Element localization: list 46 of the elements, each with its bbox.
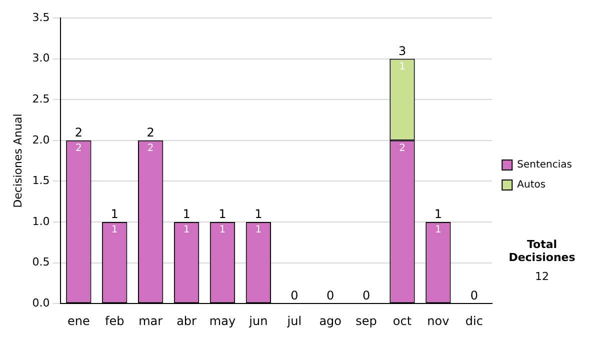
data-label: 1 (255, 224, 262, 236)
text: Total Decisiones (508, 238, 576, 264)
y-tick-label: 1.0 (32, 214, 50, 228)
legend-label: Autos (517, 180, 546, 191)
x-tick-label: ene (67, 314, 90, 328)
x-tick-label: jun (248, 314, 268, 328)
x-tick-label: sep (356, 314, 377, 328)
x-tick-label: nov (427, 314, 450, 328)
y-tick-label: 0.0 (32, 296, 50, 310)
total-label: 0 (362, 288, 370, 303)
y-tick-label: 2.0 (32, 133, 50, 146)
data-label: 1 (183, 224, 190, 236)
total-label: 1 (182, 207, 190, 222)
data-label: 2 (75, 142, 82, 154)
text: 12 (534, 270, 550, 283)
y-tick-label: 2.5 (32, 92, 50, 106)
y-axis-title: Decisiones Anual (11, 114, 24, 208)
x-tick-label: ago (319, 314, 342, 328)
total-label: 1 (434, 207, 442, 222)
total-label: 2 (146, 126, 154, 140)
y-tick-label: 0.5 (32, 256, 50, 269)
x-tick-label: dic (465, 314, 483, 328)
y-tick-label: 1.5 (32, 174, 50, 188)
total-label: 2 (74, 126, 82, 140)
data-label: 1 (435, 224, 442, 236)
x-tick-label: mar (138, 314, 163, 328)
data-label: 2 (147, 142, 154, 154)
x-tick-label: jul (286, 314, 302, 328)
total-label: 0 (290, 288, 298, 303)
total-label: 3 (398, 44, 406, 58)
total-label: 1 (254, 207, 262, 222)
total-label: 0 (470, 288, 478, 303)
total-label: 1 (110, 207, 118, 222)
data-label: 1 (111, 224, 118, 236)
y-tick-label: 3.0 (32, 52, 50, 65)
data-label: 1 (219, 224, 226, 236)
x-tick-label: feb (105, 314, 124, 328)
x-tick-label: oct (392, 314, 412, 328)
total-label: 0 (326, 288, 334, 303)
x-tick-label: abr (176, 314, 197, 328)
x-tick-label: may (209, 314, 236, 328)
y-tick-label: 3.5 (32, 10, 50, 24)
legend-label: Sentencias (517, 160, 572, 171)
data-label: 2 (399, 142, 406, 154)
total-label: 1 (218, 207, 226, 222)
data-label: 1 (399, 61, 406, 72)
